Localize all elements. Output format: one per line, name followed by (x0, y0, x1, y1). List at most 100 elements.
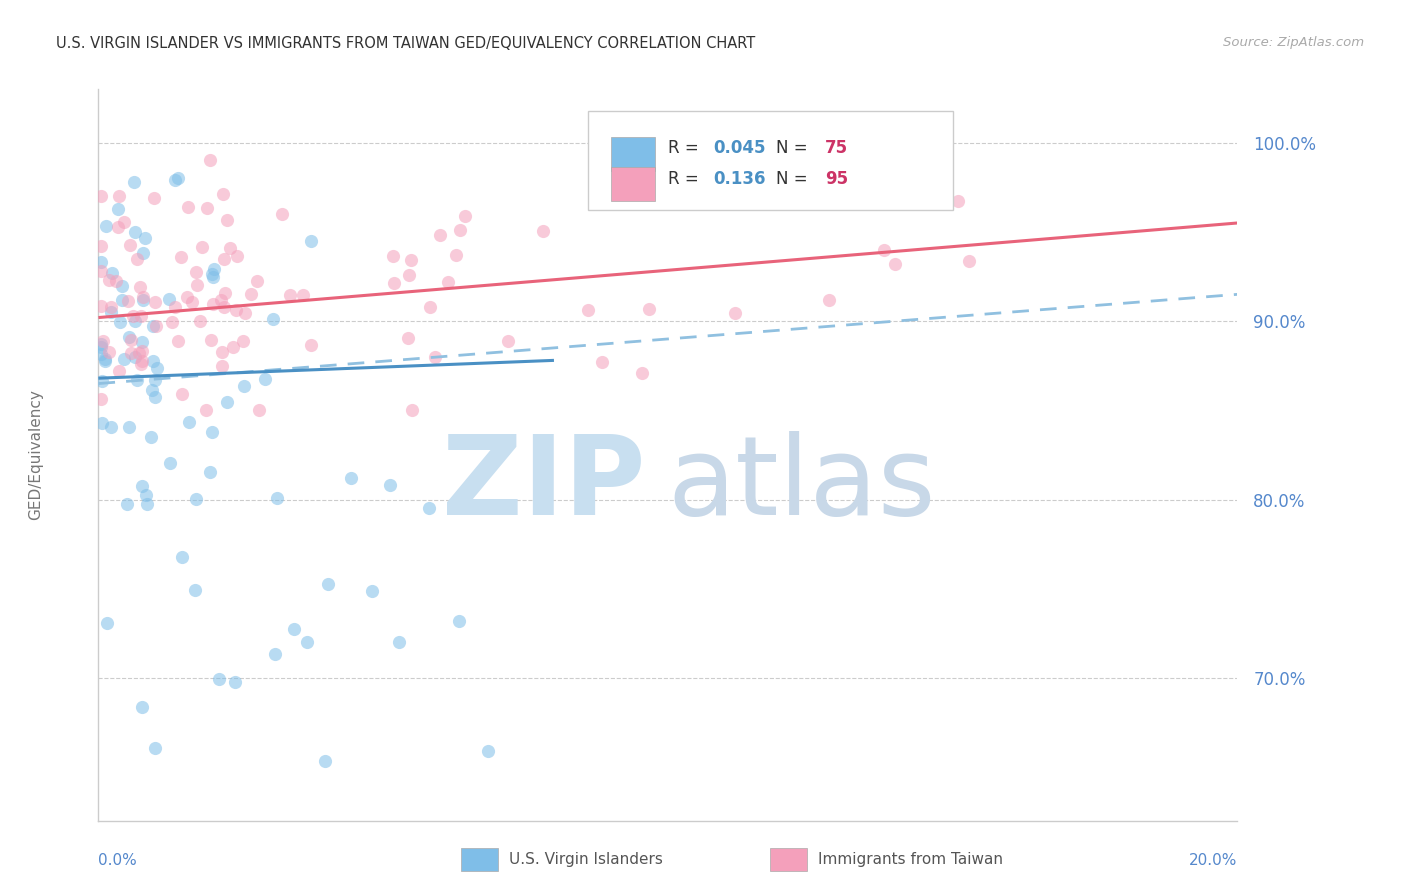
Text: 0.136: 0.136 (713, 170, 766, 188)
Text: R =: R = (668, 170, 704, 188)
Point (957, 254, 980, 268)
Point (202, 261, 225, 276)
Point (163, 301, 186, 315)
Point (96, 615, 118, 630)
Point (120, 333, 142, 347)
Point (127, 252, 149, 266)
Point (98, 273, 121, 287)
Point (90, 340, 112, 354)
Point (297, 635, 319, 649)
Point (283, 623, 305, 637)
Text: N =: N = (776, 139, 813, 157)
Point (246, 274, 269, 288)
Point (195, 403, 218, 417)
Point (129, 357, 152, 371)
Point (141, 383, 163, 397)
Point (184, 265, 207, 279)
Text: atlas: atlas (668, 431, 936, 538)
Point (218, 241, 240, 255)
Point (576, 302, 599, 317)
Point (201, 425, 224, 439)
Point (90, 254, 112, 268)
Point (423, 351, 446, 365)
Text: Immigrants from Taiwan: Immigrants from Taiwan (818, 853, 1004, 867)
Point (131, 335, 153, 350)
Point (477, 744, 499, 758)
Text: U.S. Virgin Islanders: U.S. Virgin Islanders (509, 853, 662, 867)
Point (873, 243, 896, 257)
Point (90, 392, 112, 407)
Point (159, 456, 181, 470)
Point (122, 310, 145, 324)
Point (201, 297, 224, 311)
Point (396, 331, 419, 345)
Point (132, 293, 155, 307)
Text: N =: N = (776, 170, 813, 188)
Point (101, 266, 124, 280)
Point (142, 353, 165, 368)
Point (225, 303, 247, 318)
Point (429, 228, 451, 243)
Point (201, 267, 224, 281)
Point (222, 339, 245, 353)
Text: 0.0%: 0.0% (98, 853, 138, 868)
Point (115, 497, 138, 511)
Point (118, 420, 141, 434)
Point (131, 354, 153, 368)
Point (132, 246, 155, 260)
Point (240, 287, 263, 301)
Text: R =: R = (668, 139, 704, 157)
Point (110, 278, 132, 293)
FancyBboxPatch shape (612, 137, 655, 170)
Point (167, 334, 190, 348)
Point (418, 500, 440, 515)
Point (208, 672, 231, 686)
Point (143, 390, 166, 404)
Point (382, 276, 405, 290)
Point (496, 334, 519, 349)
Point (108, 189, 131, 203)
Point (217, 394, 239, 409)
Point (125, 373, 148, 387)
Point (211, 345, 233, 359)
Point (90, 374, 112, 388)
Point (212, 252, 235, 267)
FancyBboxPatch shape (588, 112, 953, 210)
Point (388, 634, 411, 648)
Point (875, 194, 897, 208)
Point (253, 371, 276, 385)
Point (107, 202, 129, 216)
Point (100, 301, 122, 315)
Point (209, 293, 232, 308)
Point (184, 582, 207, 597)
Point (93, 334, 115, 349)
Point (292, 288, 315, 302)
Point (454, 209, 477, 223)
Text: Source: ZipAtlas.com: Source: ZipAtlas.com (1223, 36, 1364, 49)
Point (177, 200, 200, 214)
Point (120, 238, 142, 252)
Point (170, 387, 193, 401)
Point (145, 318, 167, 333)
Point (134, 230, 156, 244)
Point (142, 191, 165, 205)
Point (132, 290, 155, 304)
Point (112, 351, 135, 366)
Point (214, 301, 236, 315)
Point (90, 299, 112, 313)
Point (249, 403, 271, 417)
Point (201, 269, 224, 284)
Point (818, 293, 841, 307)
Point (145, 360, 167, 375)
Point (232, 379, 254, 393)
Point (447, 615, 470, 629)
Point (91, 416, 114, 430)
Point (446, 248, 468, 262)
Point (200, 333, 222, 347)
Point (90, 188, 112, 202)
Point (124, 351, 146, 365)
Point (131, 699, 153, 714)
Point (143, 294, 166, 309)
Point (198, 153, 221, 167)
Point (90, 347, 112, 361)
